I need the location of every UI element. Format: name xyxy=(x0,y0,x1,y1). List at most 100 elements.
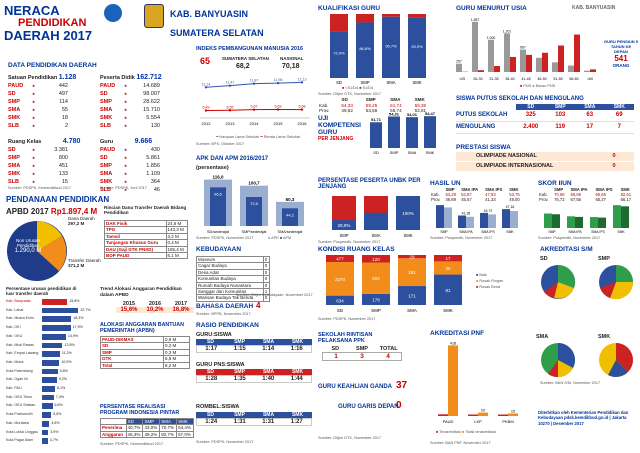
pnf-source: Sumber: BAN PNF, November 2017 xyxy=(430,441,491,445)
un-bar-2017 xyxy=(436,205,444,228)
ruang-row-arrow: ► xyxy=(32,179,36,185)
peserta-row-arrow: ► xyxy=(124,123,128,129)
apbd-label: APBD 2017 xyxy=(6,207,49,216)
kondisi-bar-rr xyxy=(362,262,390,294)
kebud-cell: 0 xyxy=(262,268,271,277)
pnf-legend-b: Tidak terakreditasi xyxy=(465,430,497,434)
rasio-g-val: 1:14 xyxy=(262,346,275,352)
rasio-source: Sumber: PDSPK, November 2017 xyxy=(196,440,254,444)
ruang-row-arrow: ► xyxy=(32,147,36,153)
kondisi-legend-rr: Rusak Ringan xyxy=(479,279,504,284)
dana-bar-row: Kota Prabumulih 5,8% xyxy=(6,411,92,420)
ipm-nas-label: NASIONAL xyxy=(280,56,304,61)
usia-bar-non xyxy=(488,39,494,72)
un-value: 41,35 xyxy=(462,212,471,216)
akr-source: Sumber: BAN S/M, November 2017 xyxy=(540,381,601,385)
ukg-bar xyxy=(424,116,436,148)
trend-value: 15,6% xyxy=(120,307,138,313)
satuan-row-value: 497 xyxy=(58,91,68,98)
guru-row-arrow: ► xyxy=(124,179,128,185)
bahasa-source: Sumber: BPPB, November 2017 xyxy=(196,312,251,316)
dana-bar-value: 11,2% xyxy=(61,351,72,356)
putus-val: 2.400 xyxy=(523,124,539,130)
ppk-val: 4 xyxy=(386,353,390,360)
satuan-block: Satuan Pendidikan 1.128 PAUD ► 442 SD ► 497 SM… xyxy=(8,74,98,130)
dana-bar-row: Kab. OKU Timur 7,4% xyxy=(6,394,92,403)
usia-legend-non: Bukan PNS xyxy=(535,84,556,88)
pie-non-value: 1.290,0 M xyxy=(14,248,42,254)
kual-legend: ■ <S1/D4 ■ S1/D4 xyxy=(342,86,374,90)
apm-value: 72,5 xyxy=(250,201,259,206)
kondisi-value-rb: 29 xyxy=(409,255,415,260)
guru-row-label: SMA xyxy=(100,171,113,178)
un-cat: SMA IPS xyxy=(481,230,495,234)
kondisi-value-baik: 634 xyxy=(336,298,344,303)
pip-cell: 82,7% xyxy=(159,430,178,439)
tf-label: Transfer Daerah 371,2 M xyxy=(68,258,101,269)
un-cat: SMA IPA xyxy=(459,230,473,234)
usia-cat: 26-30 xyxy=(473,77,482,81)
akr-sd-slice-3 xyxy=(544,282,558,298)
iiun-source: Sumber: Puspendik, November 2017 xyxy=(538,236,601,240)
iiun-cell: 82,61 xyxy=(620,192,632,198)
apbd-value: Rp1.897,4 M xyxy=(50,207,98,216)
ppk-vals: 1 3 4 xyxy=(322,352,402,361)
ppk-title: SEKOLAH RINTISAN PELAKSANA PPK xyxy=(318,332,373,344)
trend-value: 10,2% xyxy=(146,307,164,313)
iiun-cell: SMK xyxy=(620,187,630,192)
putus-val: 17 xyxy=(586,124,594,130)
dana-bar-value: 8,1% xyxy=(56,386,66,391)
dana-bar-label: Kab. OKU Selatan xyxy=(6,403,36,408)
peserta-row-label: SMK xyxy=(100,115,113,122)
guru-row-label: PAUD xyxy=(100,147,116,154)
ukg-bar xyxy=(388,116,400,148)
putus-row-label: MENGULANG xyxy=(456,124,496,130)
pip-head-cell: SMK xyxy=(176,417,194,426)
kebud-row: Sanggar dan Komunitas 1 xyxy=(196,287,271,296)
satuan-row-label: PAUD xyxy=(8,83,24,90)
ppk-head-cell: TOTAL xyxy=(379,346,398,352)
rasio-r-head-cell: SMK xyxy=(291,412,304,418)
guru-row: SLB ► 46 xyxy=(100,186,160,194)
ipm-point-hls xyxy=(252,82,256,85)
satuan-row-arrow: ► xyxy=(32,107,36,113)
peserta-row: SD ► 98.007 xyxy=(100,90,160,98)
ipm-title: INDEKS PEMBANGUNAN MANUSIA 2016 xyxy=(196,46,304,52)
kondisi-bar-baik xyxy=(362,293,390,305)
rasio-g-head-cell: SMK xyxy=(291,339,304,345)
bantuan-row: GTK 6,8 M xyxy=(99,355,190,363)
rasio-guru-table: SD SMP SMA SMK 1:17 1:15 1:14 1:16 xyxy=(196,339,312,353)
kondisi-value-rr: 251 xyxy=(408,270,416,275)
pie-transfer-daerah xyxy=(37,236,67,271)
unbk-value: 100% xyxy=(402,211,414,216)
ruang-row-value: 3.381 xyxy=(54,147,68,154)
dana-bar-row: Kab. Empat Lawang 11,2% xyxy=(6,350,92,359)
rasio-r-val: 1:31 xyxy=(262,419,275,425)
pnf-bar-a xyxy=(498,414,508,416)
ukg-title-text: UJI KOMPETENSI GURU xyxy=(318,115,361,136)
bantuan-title: ALOKASI ANGGARAN BANTUAN PEMERINTAH (APB… xyxy=(100,322,184,334)
footer-text: Diterbitkan oleh Kementerian Pendidikan … xyxy=(538,410,629,426)
ukg-title: UJI KOMPETENSI GURU PER JENJANG xyxy=(318,115,366,142)
kondisi-value-rb: 120 xyxy=(372,257,380,262)
rasio-p-vals: 1:28 1:35 1:40 1:44 xyxy=(196,375,312,383)
pnf-bar-a xyxy=(468,414,478,416)
ppk-head: SD SMP TOTAL xyxy=(322,346,402,352)
dana-bar-value: 6,6% xyxy=(54,403,63,408)
putus-row: MENGULANG 2.400 119 17 7 xyxy=(456,122,634,134)
iiun-cat: SMA IPA xyxy=(568,230,582,234)
iiun-cell: Prov. xyxy=(539,197,549,203)
putus-val: 119 xyxy=(555,124,566,130)
ukg-cat: SMA xyxy=(408,150,417,155)
pers-title: Persentase urusan pendidikan di luar tra… xyxy=(6,286,77,297)
akr-sd-slice-2 xyxy=(554,282,574,299)
ruang-row-value: 133 xyxy=(58,171,68,178)
kondisi-legend-baik: Baik xyxy=(479,273,487,277)
ruang-label: Ruang Kelas xyxy=(8,139,42,145)
ipm-legend1: Harapan Lama Sekolah xyxy=(219,135,260,139)
ipm-year-label: 2013 xyxy=(226,121,236,126)
un-bar-2016 xyxy=(488,214,496,228)
unbk-source: Sumber: Puspendik, November 2017 xyxy=(318,240,381,244)
pensiun-value: 541 xyxy=(614,54,628,64)
